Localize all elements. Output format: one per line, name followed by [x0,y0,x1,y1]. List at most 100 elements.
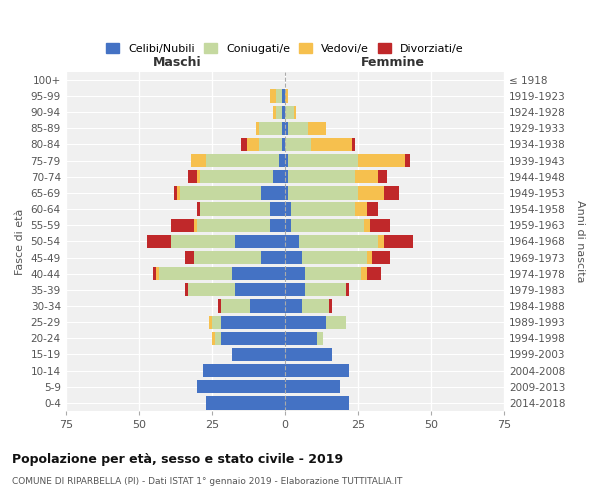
Bar [285,235,299,248]
Bar [270,90,276,102]
Bar [148,235,171,248]
Bar [171,235,235,248]
Bar [285,90,288,102]
Bar [404,154,410,167]
Y-axis label: Anni di nascita: Anni di nascita [575,200,585,282]
Bar [176,186,179,200]
Bar [299,235,379,248]
Bar [285,396,349,409]
Bar [282,90,285,102]
Bar [262,186,285,200]
Bar [203,364,285,377]
Bar [285,300,302,312]
Bar [259,138,282,151]
Bar [218,300,221,312]
Bar [305,267,361,280]
Bar [329,300,332,312]
Bar [174,186,176,200]
Bar [194,218,197,232]
Bar [282,106,285,119]
Y-axis label: Fasce di età: Fasce di età [15,208,25,274]
Bar [279,154,285,167]
Bar [212,332,215,345]
Bar [235,283,285,296]
Bar [232,348,285,361]
Bar [361,267,367,280]
Bar [317,332,323,345]
Bar [197,380,285,394]
Bar [247,138,259,151]
Bar [285,283,305,296]
Bar [179,186,262,200]
Bar [358,154,404,167]
Bar [206,154,279,167]
Bar [232,267,285,280]
Bar [185,251,194,264]
Bar [302,300,329,312]
Bar [206,396,285,409]
Bar [270,202,285,215]
Bar [197,202,200,215]
Bar [276,106,282,119]
Bar [305,283,346,296]
Bar [159,267,232,280]
Bar [285,154,288,167]
Bar [288,122,308,135]
Bar [355,170,379,183]
Bar [221,316,285,329]
Bar [185,283,188,296]
Bar [197,218,270,232]
Bar [285,267,305,280]
Bar [270,218,285,232]
Bar [285,364,349,377]
Bar [288,154,358,167]
Bar [197,170,200,183]
Bar [276,90,282,102]
Bar [285,348,332,361]
Bar [293,106,296,119]
Bar [364,218,370,232]
Bar [262,251,285,264]
Bar [384,186,399,200]
Bar [235,235,285,248]
Bar [156,267,159,280]
Bar [346,283,349,296]
Bar [241,138,247,151]
Bar [355,202,367,215]
Bar [282,122,285,135]
Bar [200,170,273,183]
Bar [367,267,381,280]
Bar [367,251,373,264]
Bar [367,202,379,215]
Bar [358,186,384,200]
Bar [379,170,387,183]
Bar [191,154,206,167]
Bar [212,316,221,329]
Bar [215,332,221,345]
Bar [285,202,290,215]
Bar [285,122,288,135]
Bar [188,283,235,296]
Bar [285,138,311,151]
Bar [290,202,355,215]
Bar [194,251,262,264]
Bar [273,170,285,183]
Bar [250,300,285,312]
Text: Popolazione per età, sesso e stato civile - 2019: Popolazione per età, sesso e stato civil… [12,452,343,466]
Bar [285,332,317,345]
Bar [326,316,346,329]
Text: Femmine: Femmine [361,56,425,68]
Bar [308,122,326,135]
Text: Maschi: Maschi [152,56,201,68]
Bar [285,170,288,183]
Bar [285,380,340,394]
Bar [282,138,285,151]
Bar [370,218,390,232]
Bar [285,251,302,264]
Bar [288,186,358,200]
Bar [259,122,282,135]
Bar [154,267,156,280]
Bar [285,106,293,119]
Bar [311,138,352,151]
Bar [285,218,290,232]
